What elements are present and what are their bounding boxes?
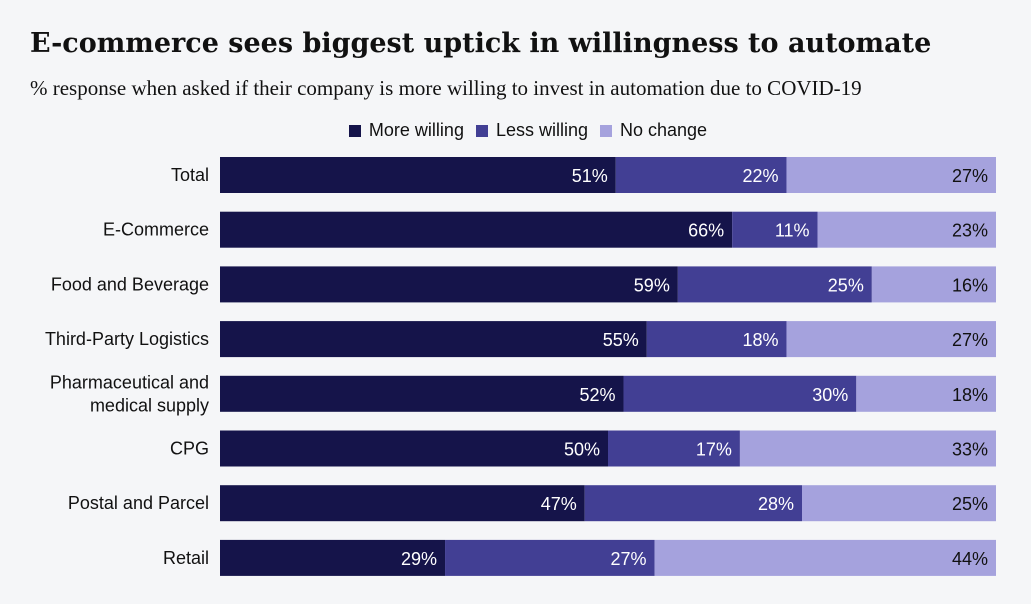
bar-no-change-pharmaceutical-and-medical-supply	[856, 375, 996, 412]
bar-less-willing-e-commerce	[732, 211, 818, 248]
bar-no-change-third-party-logistics	[786, 321, 996, 358]
data-label-less-willing-pharmaceutical-and-medical-supply: 30%	[812, 385, 848, 405]
legend-swatch-less-willing	[475, 124, 488, 137]
category-label-e-commerce: E-Commerce	[103, 220, 209, 240]
category-label-third-party-logistics: Third-Party Logistics	[45, 329, 209, 349]
bar-less-willing-third-party-logistics	[646, 321, 787, 358]
data-label-no-change-total: 27%	[952, 166, 988, 186]
bar-less-willing-total	[615, 157, 787, 193]
category-label-food-and-beverage: Food and Beverage	[51, 274, 209, 294]
chart-title: E-commerce sees biggest uptick in willin…	[30, 28, 932, 59]
legend-item-no-change: No change	[600, 120, 707, 141]
data-label-more-willing-retail: 29%	[401, 549, 437, 569]
bar-no-change-food-and-beverage	[871, 266, 996, 303]
legend-label-no-change: No change	[620, 120, 708, 140]
legend-item-more-willing: More willing	[348, 120, 464, 141]
bar-more-willing-e-commerce	[220, 211, 733, 248]
bar-less-willing-pharmaceutical-and-medical-supply	[623, 375, 857, 412]
data-label-no-change-food-and-beverage: 16%	[952, 275, 988, 295]
data-label-no-change-cpg: 33%	[952, 440, 988, 460]
data-label-more-willing-third-party-logistics: 55%	[603, 330, 639, 350]
category-label-retail: Retail	[163, 548, 209, 568]
bar-more-willing-retail	[220, 539, 446, 576]
legend-label-more-willing: More willing	[368, 120, 464, 140]
bar-less-willing-food-and-beverage	[677, 266, 872, 303]
category-label-cpg: CPG	[170, 439, 209, 459]
data-label-no-change-third-party-logistics: 27%	[952, 330, 988, 350]
legend-swatch-more-willing	[348, 124, 361, 137]
bar-no-change-total	[786, 157, 996, 193]
bar-no-change-e-commerce	[817, 211, 996, 248]
data-label-more-willing-food-and-beverage: 59%	[634, 275, 670, 295]
data-label-less-willing-cpg: 17%	[696, 440, 732, 460]
bar-more-willing-third-party-logistics	[220, 321, 647, 358]
bar-more-willing-total	[220, 157, 616, 193]
bar-less-willing-cpg	[608, 430, 740, 467]
data-label-less-willing-e-commerce: 11%	[775, 221, 810, 241]
legend-swatch-no-change	[600, 124, 612, 137]
category-label-total: Total	[171, 165, 209, 185]
bar-more-willing-cpg	[220, 430, 608, 467]
bar-more-willing-postal-and-parcel	[220, 485, 585, 522]
data-label-no-change-e-commerce: 23%	[952, 221, 988, 241]
data-label-less-willing-retail: 27%	[611, 549, 647, 569]
category-label-postal-and-parcel: Postal and Parcel	[68, 493, 209, 513]
bar-more-willing-pharmaceutical-and-medical-supply	[220, 375, 624, 412]
data-label-less-willing-total: 22%	[742, 166, 778, 186]
data-label-more-willing-pharmaceutical-and-medical-supply: 52%	[579, 385, 615, 405]
bar-no-change-cpg	[739, 430, 996, 467]
data-label-more-willing-cpg: 50%	[564, 440, 600, 460]
legend: More willing Less willing No change	[0, 120, 1031, 141]
data-label-no-change-pharmaceutical-and-medical-supply: 18%	[952, 385, 988, 405]
category-label-pharmaceutical-and-medical-supply: Pharmaceutical and medical supply	[50, 372, 209, 415]
data-label-less-willing-postal-and-parcel: 28%	[758, 494, 794, 514]
data-label-more-willing-postal-and-parcel: 47%	[541, 494, 577, 514]
data-label-more-willing-total: 51%	[572, 166, 608, 186]
bar-more-willing-food-and-beverage	[220, 266, 678, 303]
data-label-less-willing-food-and-beverage: 25%	[828, 275, 864, 295]
data-label-no-change-postal-and-parcel: 25%	[952, 494, 988, 514]
bar-less-willing-retail	[445, 539, 655, 576]
data-label-no-change-retail: 44%	[952, 549, 988, 569]
data-label-more-willing-e-commerce: 66%	[688, 221, 724, 241]
legend-item-less-willing: Less willing	[475, 120, 588, 141]
bar-no-change-postal-and-parcel	[802, 485, 996, 522]
data-label-less-willing-third-party-logistics: 18%	[742, 330, 778, 350]
bar-no-change-retail	[654, 539, 996, 576]
bar-less-willing-postal-and-parcel	[584, 485, 802, 522]
chart-subtitle: % response when asked if their company i…	[30, 76, 862, 100]
legend-label-less-willing: Less willing	[495, 120, 588, 140]
